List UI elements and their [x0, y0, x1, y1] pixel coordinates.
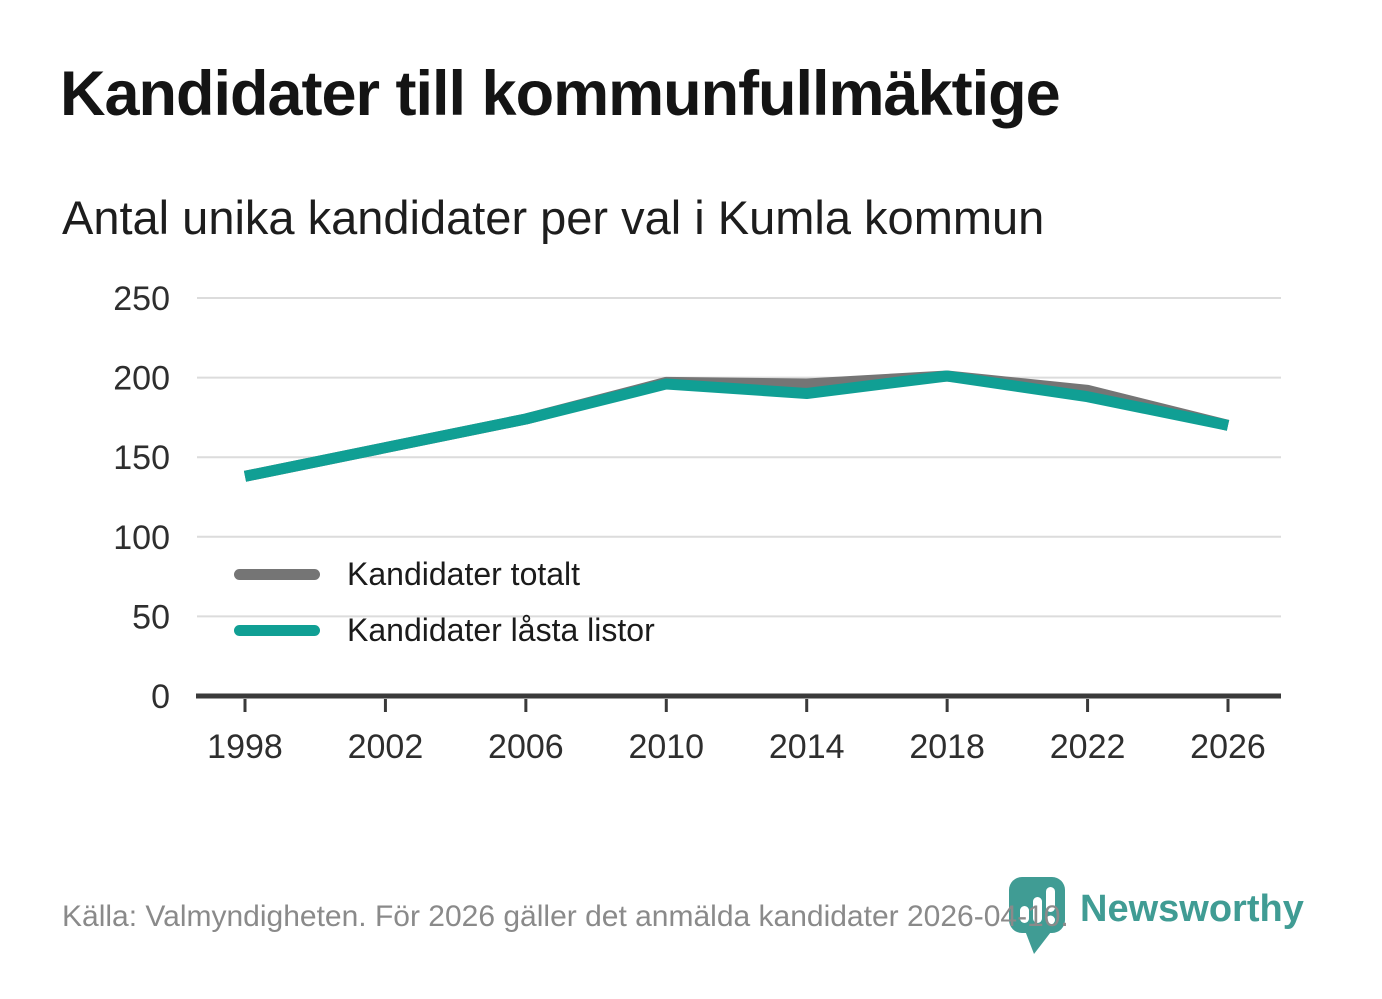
chart-subtitle: Antal unika kandidater per val i Kumla k…: [62, 191, 1045, 244]
x-tick-label: 2006: [488, 728, 564, 766]
legend-label-locked: Kandidater låsta listor: [347, 612, 655, 648]
x-tick-label: 2018: [909, 728, 985, 766]
legend-swatch-locked-icon: [234, 625, 320, 636]
source-note: Källa: Valmyndigheten. För 2026 gäller d…: [62, 900, 1069, 933]
newsworthy-pin-icon: [1009, 877, 1065, 954]
x-tick-label: 2014: [769, 728, 845, 766]
legend-item-locked: Kandidater låsta listor: [234, 612, 655, 649]
x-tick-label: 2002: [348, 728, 424, 766]
chart-legend: Kandidater totalt Kandidater låsta listo…: [234, 556, 655, 649]
legend-label-total: Kandidater totalt: [347, 556, 581, 592]
y-tick-label: 150: [113, 439, 170, 477]
y-tick-label: 100: [113, 519, 170, 557]
newsworthy-wordmark: Newsworthy: [1080, 888, 1304, 930]
x-tick-label: 2022: [1050, 728, 1126, 766]
x-tick-label: 2010: [628, 728, 704, 766]
y-tick-label: 0: [151, 678, 170, 716]
y-tick-label: 250: [113, 280, 170, 318]
newsworthy-logo: Newsworthy: [1008, 876, 1304, 956]
y-tick-label: 50: [132, 598, 170, 636]
chart-title: Kandidater till kommunfullmäktige: [60, 59, 1061, 129]
x-tick-label: 1998: [207, 728, 283, 766]
legend-item-total: Kandidater totalt: [234, 556, 655, 593]
legend-swatch-total-icon: [234, 569, 320, 580]
series-line-locked: [243, 370, 1230, 482]
x-tick-label: 2026: [1190, 728, 1266, 766]
y-tick-label: 200: [113, 360, 170, 398]
